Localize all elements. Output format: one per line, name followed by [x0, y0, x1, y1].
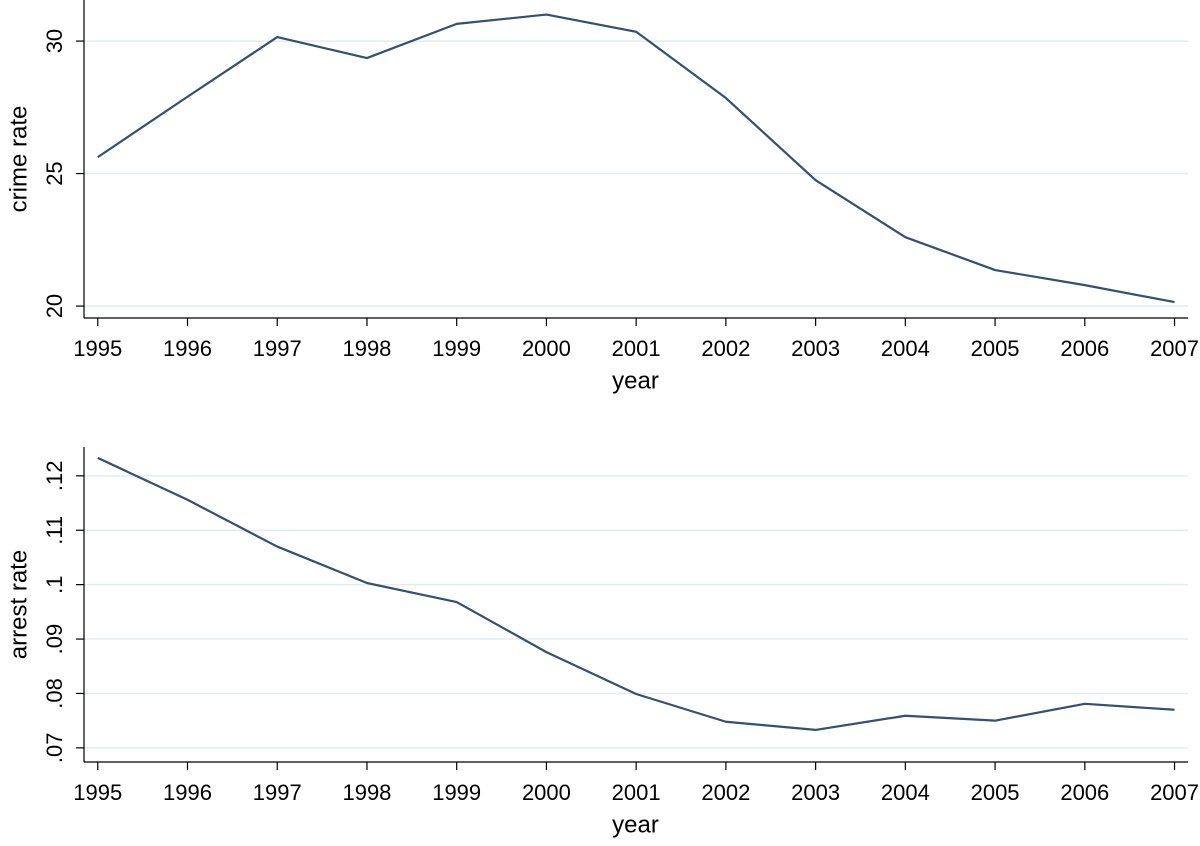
x-tick-label: 1996	[163, 336, 212, 361]
x-tick-label: 1998	[342, 780, 391, 805]
x-tick-label: 1995	[73, 780, 122, 805]
y-tick-label: .09	[42, 624, 67, 655]
x-tick-label: 2001	[612, 780, 661, 805]
y-tick-label: .07	[42, 733, 67, 764]
x-tick-label: 2002	[701, 336, 750, 361]
x-tick-label: 2005	[971, 780, 1020, 805]
x-tick-label: 2003	[791, 336, 840, 361]
line	[97, 13, 1175, 304]
x-tick-label: 2001	[612, 336, 661, 361]
x-tick-label: 2006	[1060, 336, 1109, 361]
y-tick-label: 30	[42, 29, 67, 53]
y-tick-label: .11	[42, 516, 67, 545]
x-tick-label: 1996	[163, 780, 212, 805]
y-tick-label: .08	[42, 678, 67, 709]
x-tick-label: 1999	[432, 780, 481, 805]
x-tick-label: 2004	[881, 336, 930, 361]
y-tick-label: .1	[42, 575, 67, 593]
x-axis-title: year	[612, 367, 659, 394]
line	[97, 456, 1175, 732]
x-tick-label: 1995	[73, 336, 122, 361]
x-tick-label: 2000	[522, 780, 571, 805]
x-tick-label: 2000	[522, 336, 571, 361]
x-tick-label: 2006	[1060, 780, 1109, 805]
y-axis-title: crime rate	[5, 106, 32, 213]
y-tick-label: 20	[42, 294, 67, 318]
x-tick-label: 1997	[253, 336, 302, 361]
x-tick-label: 2007	[1150, 780, 1199, 805]
y-tick-label: .12	[42, 461, 67, 492]
y-tick-label: 25	[42, 161, 67, 185]
x-tick-label: 2005	[971, 336, 1020, 361]
x-tick-label: 1997	[253, 780, 302, 805]
x-tick-label: 2002	[701, 780, 750, 805]
x-tick-label: 2004	[881, 780, 930, 805]
x-tick-label: 2007	[1150, 336, 1199, 361]
y-axis-title: arrest rate	[5, 550, 32, 659]
x-axis-title: year	[612, 811, 659, 838]
x-tick-label: 1998	[342, 336, 391, 361]
x-tick-label: 1999	[432, 336, 481, 361]
x-tick-label: 2003	[791, 780, 840, 805]
